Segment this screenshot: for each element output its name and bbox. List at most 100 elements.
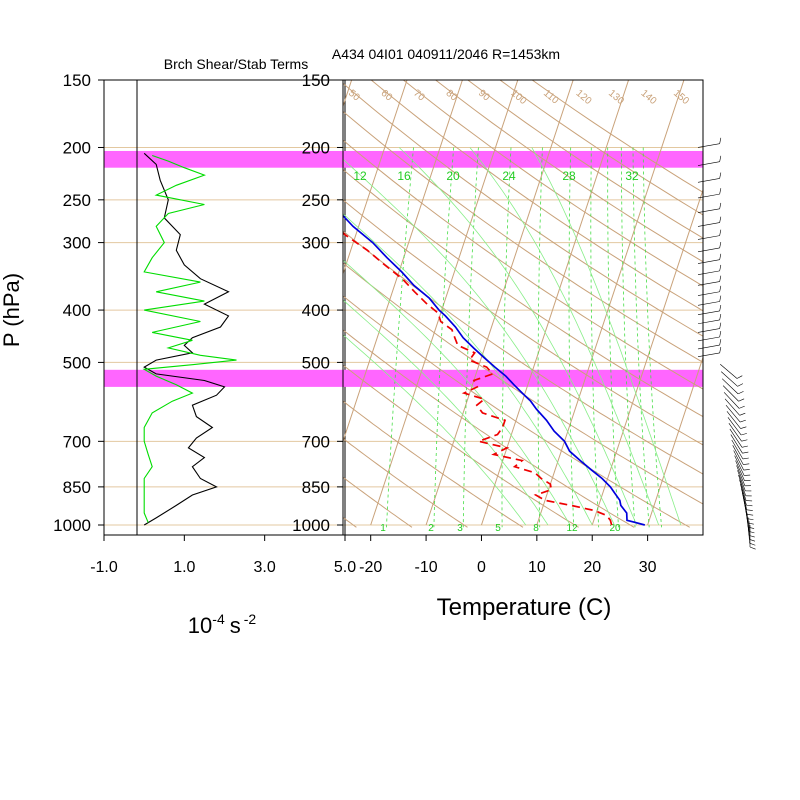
- wind-barb: [697, 222, 720, 227]
- highlight-band: [343, 369, 703, 387]
- y-tick-label: 1000: [53, 516, 91, 535]
- y-tick-label: 250: [63, 191, 91, 210]
- isotherm: [536, 80, 685, 526]
- wind-barb-feather: [719, 172, 722, 179]
- wind-barb-feather: [741, 433, 747, 436]
- moist-adiabat-label: 20: [446, 169, 460, 183]
- x-tick-label: 5.0: [334, 559, 356, 576]
- wind-barb: [723, 392, 740, 409]
- moist-adiabat: [343, 299, 549, 526]
- wind-barb: [697, 270, 720, 275]
- mixing-ratio-label: 12: [566, 523, 578, 534]
- x-tick-label: 0: [477, 559, 486, 576]
- isotherm: [591, 188, 703, 526]
- wind-barb-feather: [739, 412, 746, 416]
- right-x-axis-label: Temperature (C): [437, 594, 612, 621]
- y-tick-label: 250: [302, 191, 330, 210]
- skew-t-title: A434 04I01 040911/2046 R=1453km: [332, 46, 560, 62]
- wind-barb: [734, 455, 745, 476]
- isotherm: [343, 80, 463, 443]
- mixing-ratio-label: 2: [428, 523, 434, 534]
- wind-barb-feather: [719, 313, 722, 320]
- wind-barb: [697, 344, 720, 350]
- left-panel-title: Brch Shear/Stab Terms: [164, 56, 308, 72]
- shear-stab-line: [143, 152, 230, 526]
- wind-barb: [722, 385, 739, 402]
- wind-barb: [728, 423, 742, 442]
- wind-barb-feather: [719, 137, 722, 144]
- wind-barb: [725, 404, 741, 423]
- highlight-band: [104, 369, 345, 387]
- x-tick-label: 1.0: [173, 559, 195, 576]
- y-tick-label: 200: [302, 138, 330, 157]
- dry-adiabat: [343, 82, 703, 337]
- wind-barb: [697, 259, 720, 264]
- wind-barb-feather: [719, 264, 722, 271]
- dry-adiabat: [343, 110, 703, 363]
- wind-barb-feather: [719, 188, 722, 195]
- highlight-band: [104, 150, 345, 168]
- wind-barb-feather: [746, 509, 753, 511]
- mixing-ratio-line: [568, 147, 575, 528]
- wind-barb-feather: [737, 383, 744, 387]
- x-tick-label: 20: [583, 559, 601, 576]
- mixing-ratio-label: 5: [495, 523, 501, 534]
- isotherm: [38, 80, 185, 525]
- moist-adiabat: [398, 147, 637, 526]
- wind-barb: [735, 460, 745, 481]
- shear-stab-panel-frame: [103, 79, 346, 536]
- mixing-ratio-label: 3: [457, 523, 463, 534]
- temperature-line: [343, 214, 646, 526]
- wind-barb-feather: [749, 542, 756, 546]
- dry-adiabat: [343, 400, 524, 528]
- wind-barb-feather: [741, 439, 748, 442]
- wind-barb: [697, 336, 720, 342]
- dry-adiabat-label: 130: [606, 88, 626, 107]
- moist-adiabat-label: 28: [562, 169, 576, 183]
- wind-barb-feather: [743, 463, 750, 465]
- mixing-ratio-label: 8: [533, 523, 539, 534]
- y-tick-label: 400: [302, 301, 330, 320]
- y-tick-label: 200: [63, 138, 91, 157]
- dry-adiabat: [343, 168, 703, 418]
- wind-barb: [697, 178, 720, 183]
- wind-barb: [720, 364, 738, 379]
- highlight-bands-right: [343, 150, 703, 387]
- mixing-ratio-label: 1: [380, 523, 386, 534]
- mixing-ratio-line: [433, 147, 454, 528]
- wind-barb-feather: [719, 295, 722, 302]
- dry-adiabat: [435, 80, 703, 263]
- wind-barb: [731, 439, 744, 460]
- mixing-ratio-line: [462, 147, 479, 528]
- moist-adiabat-label: 12: [353, 169, 367, 183]
- dry-adiabat-label: 150: [671, 88, 691, 107]
- dry-adiabat-label: 70: [411, 88, 427, 104]
- y-tick-label: 400: [63, 301, 91, 320]
- x-tick-label: 30: [639, 559, 657, 576]
- dry-adiabat: [403, 80, 703, 287]
- wind-barb-feather: [719, 304, 722, 311]
- wind-barb-feather: [738, 398, 745, 402]
- moist-adiabat-label: 32: [625, 169, 639, 183]
- mixing-ratio-line: [632, 147, 650, 528]
- wind-barb-feather: [747, 518, 754, 521]
- wind-barb: [739, 479, 747, 501]
- wind-barb-feather: [719, 202, 722, 209]
- wind-barb-feather: [719, 339, 722, 346]
- wind-barb: [697, 319, 720, 325]
- isotherm: [758, 80, 800, 525]
- mixing-ratio-line: [620, 147, 636, 528]
- isotherm: [702, 523, 703, 525]
- highlight-band: [343, 150, 703, 168]
- wind-barb: [736, 465, 746, 486]
- y-tick-label: 850: [63, 478, 91, 497]
- dry-adiabat-label: 100: [509, 88, 529, 107]
- wind-barb: [732, 445, 744, 465]
- wind-barb-feather: [747, 514, 754, 516]
- moist-adiabat: [469, 147, 660, 526]
- moist-adiabat: [343, 334, 527, 526]
- dry-adiabat-label: 140: [639, 88, 659, 107]
- wind-barb: [730, 434, 743, 454]
- dry-adiabat-label: 120: [574, 88, 594, 107]
